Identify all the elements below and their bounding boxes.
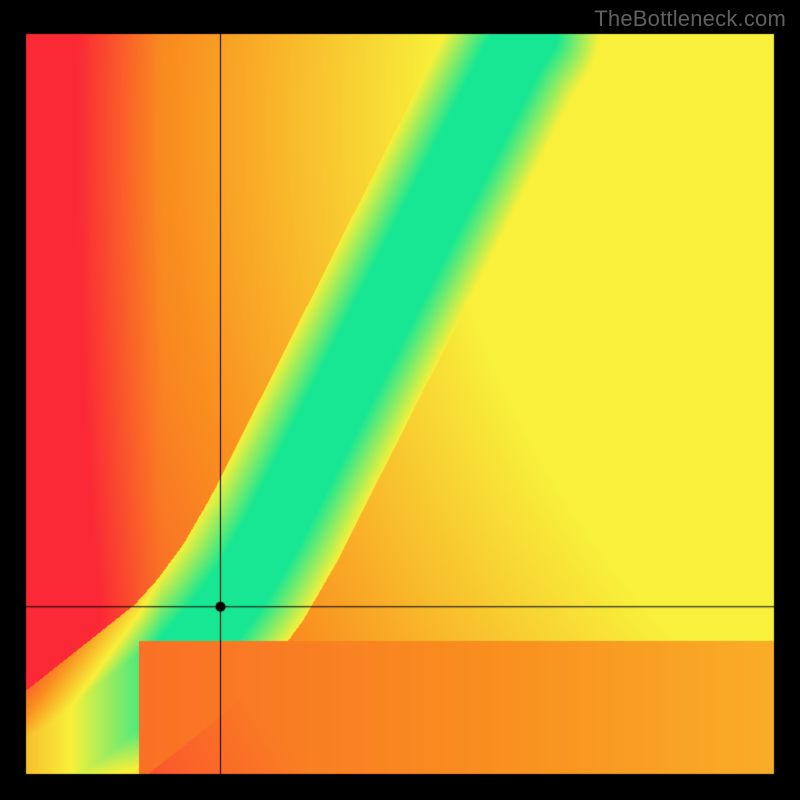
chart-container: TheBottleneck.com: [0, 0, 800, 800]
bottleneck-heatmap: [0, 0, 800, 800]
watermark-text: TheBottleneck.com: [594, 6, 786, 32]
